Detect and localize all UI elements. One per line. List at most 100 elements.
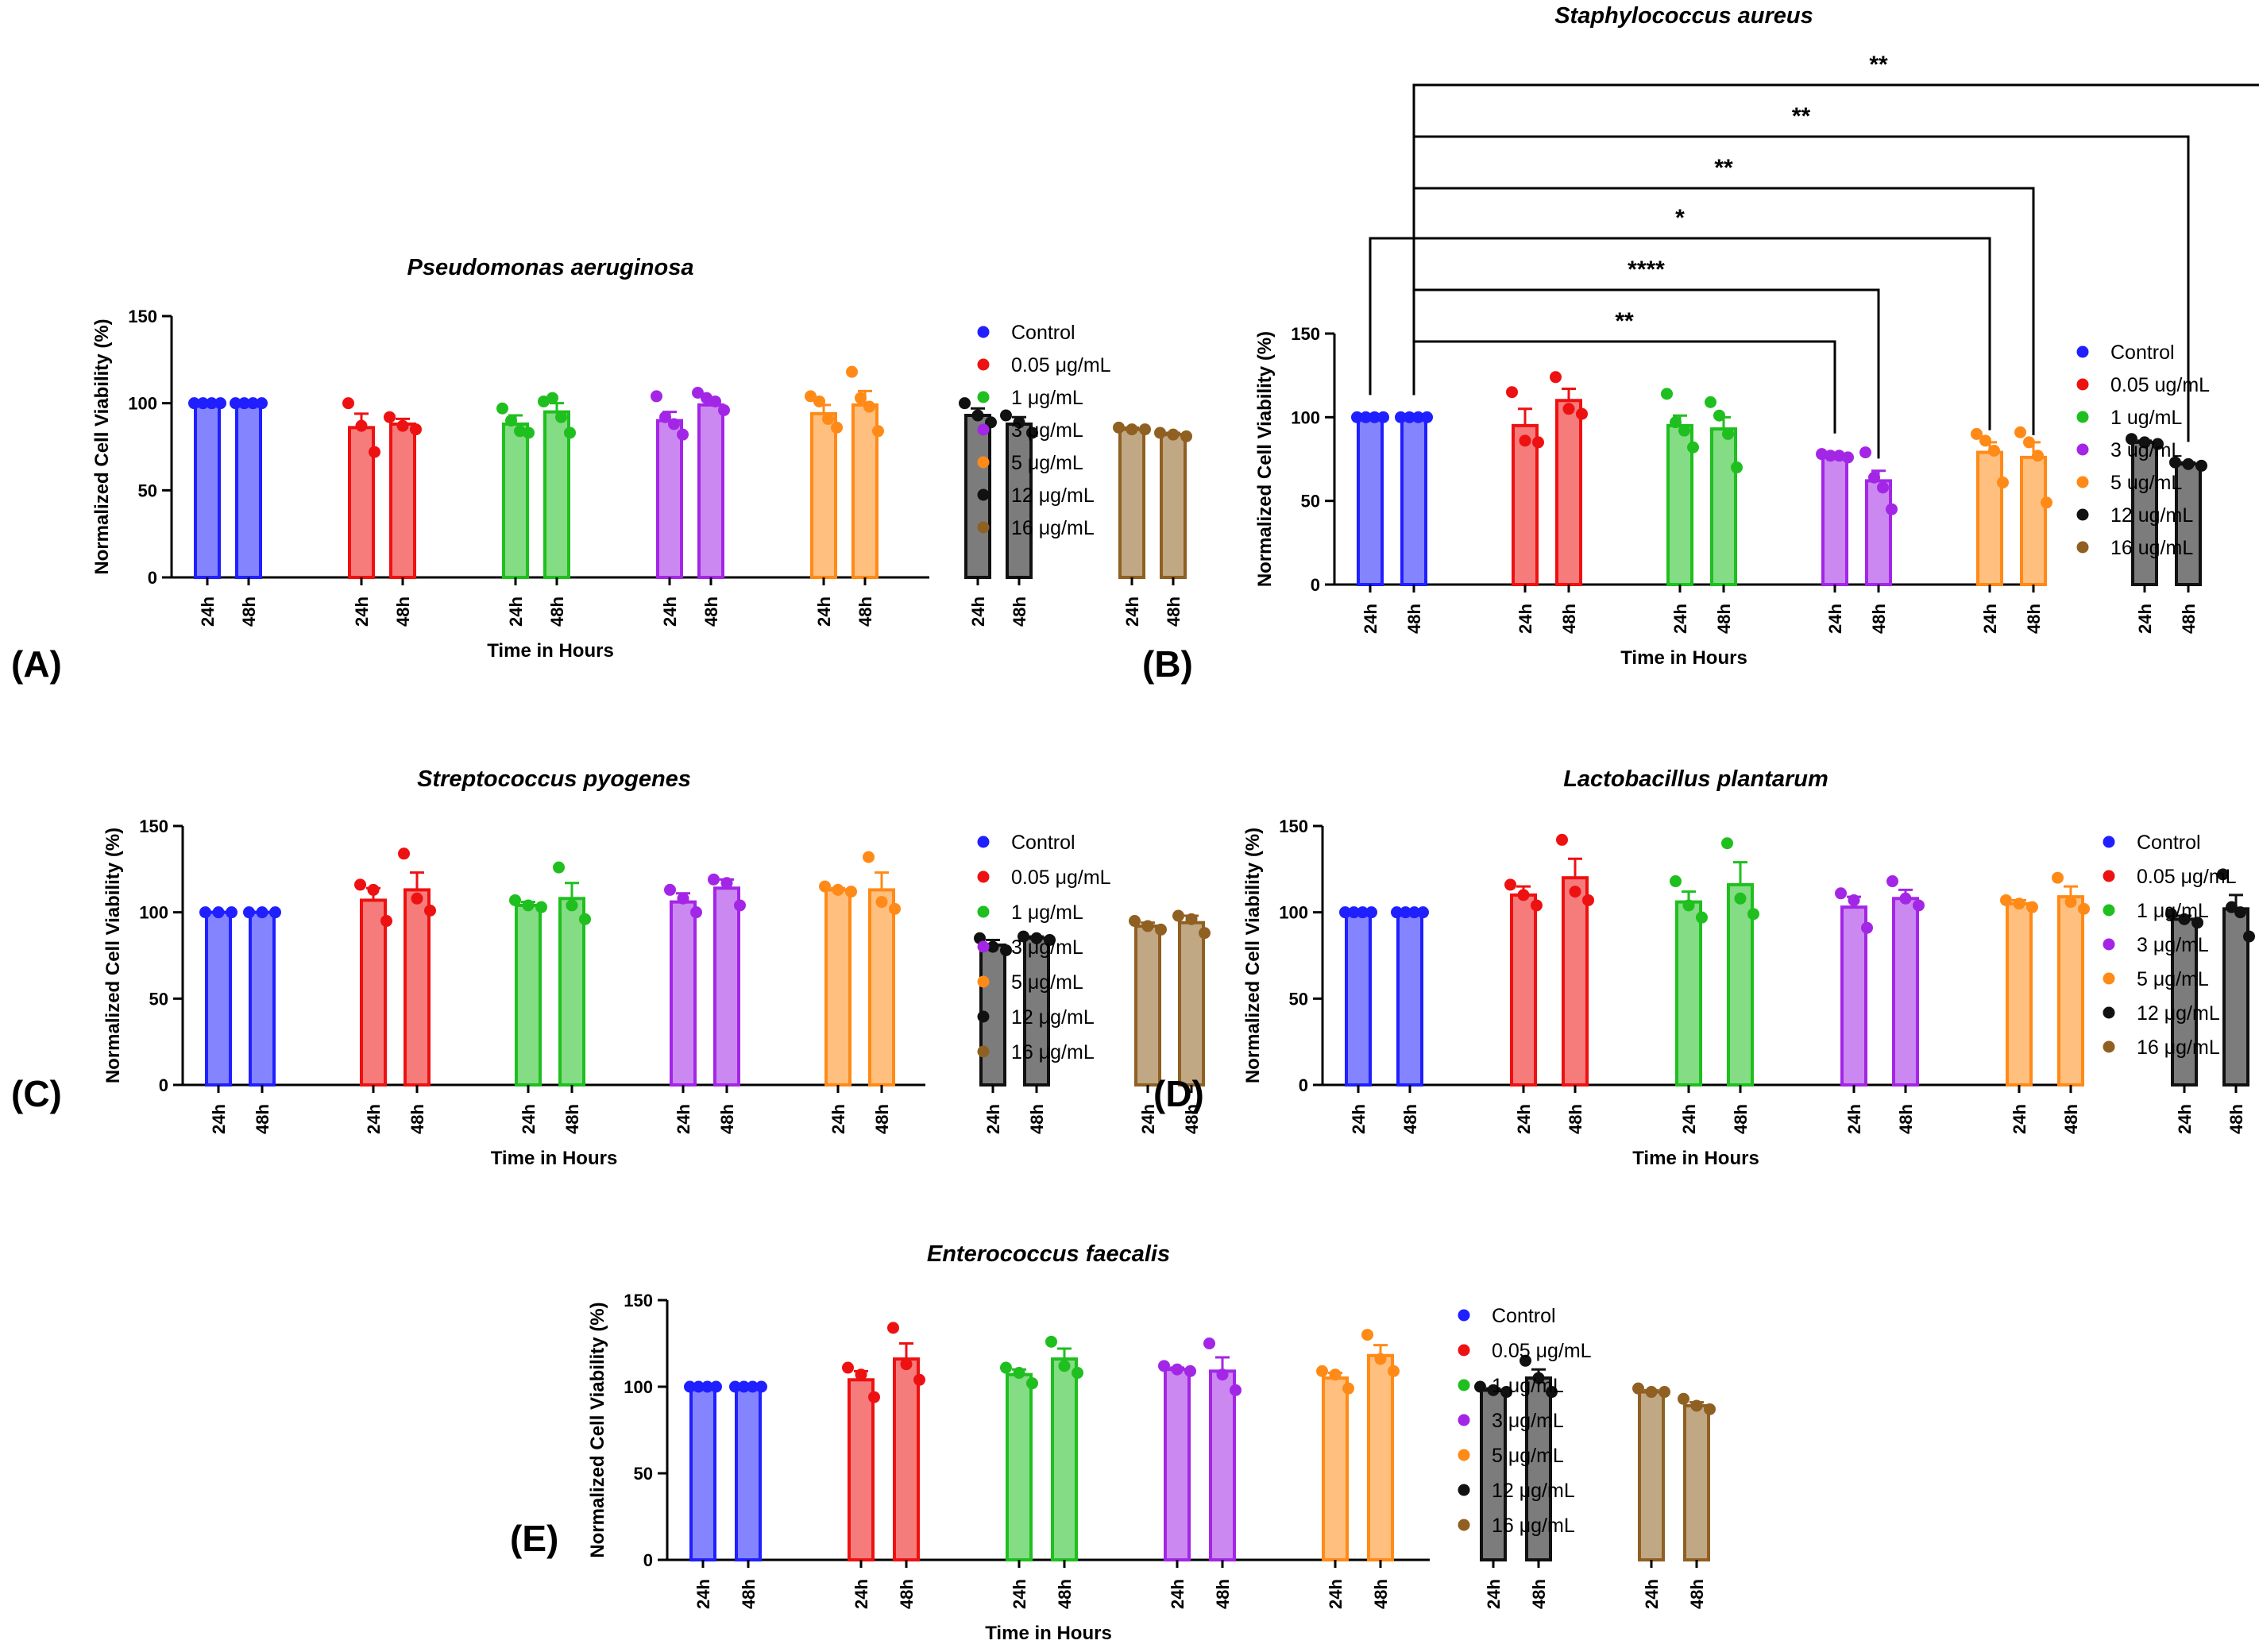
data-point xyxy=(2165,908,2177,921)
data-point xyxy=(1645,1386,1658,1399)
significance-bracket xyxy=(1412,83,2259,396)
x-tick-label: 48h xyxy=(2179,604,2199,634)
y-axis-label: Normalized Cell Viability (%) xyxy=(1254,331,1276,587)
data-point xyxy=(1687,441,1699,454)
legend-label: 16 ug/mL xyxy=(2110,537,2193,559)
data-point xyxy=(1678,1392,1689,1405)
data-point xyxy=(2032,450,2044,462)
y-tick-label: 50 xyxy=(634,1464,653,1484)
bar xyxy=(868,888,895,1087)
x-tick-label: 24h xyxy=(1484,1579,1504,1609)
data-point xyxy=(1825,450,1836,462)
data-point xyxy=(212,906,225,919)
x-tick-label: 24h xyxy=(814,596,834,627)
data-point xyxy=(1713,409,1725,422)
data-point xyxy=(1412,411,1424,423)
x-tick-label: 48h xyxy=(1529,1579,1549,1609)
data-point xyxy=(1139,423,1151,436)
bar xyxy=(2057,895,2084,1087)
bar xyxy=(1178,921,1205,1087)
data-point xyxy=(1988,444,2000,457)
bar xyxy=(2006,901,2033,1087)
data-point xyxy=(1018,930,1029,943)
data-point xyxy=(1045,1335,1057,1348)
x-tick-label: 24h xyxy=(1670,604,1690,634)
chart-title: Pseudomonas aeruginosa xyxy=(407,255,694,280)
significance-bracket xyxy=(1412,288,1880,459)
bar xyxy=(194,401,221,579)
legend-label: Control xyxy=(1492,1305,1556,1327)
data-point xyxy=(734,899,746,912)
data-point xyxy=(1661,388,1673,400)
legend-marker xyxy=(1458,1379,1470,1391)
x-tick-label: 48h xyxy=(562,1104,582,1134)
data-point xyxy=(875,896,888,909)
data-point xyxy=(872,425,884,438)
data-point xyxy=(1722,427,1734,440)
x-tick-label: 24h xyxy=(828,1104,848,1134)
x-tick-label: 24h xyxy=(693,1579,713,1609)
chart-title: Staphylococcus aureus xyxy=(1554,3,1813,29)
legend-marker xyxy=(2103,870,2115,882)
data-point xyxy=(900,1358,913,1371)
data-point xyxy=(243,906,255,919)
x-axis-label: Time in Hours xyxy=(487,640,614,662)
legend-label: 1 ug/mL xyxy=(2110,407,2182,429)
data-point xyxy=(1704,1403,1716,1415)
bar xyxy=(1160,433,1187,579)
x-tick-label: 48h xyxy=(1731,1104,1751,1134)
x-tick-label: 48h xyxy=(1182,1104,1202,1134)
data-point xyxy=(199,906,211,919)
data-point xyxy=(2041,496,2052,509)
data-point xyxy=(1044,933,1056,946)
data-point xyxy=(708,873,720,886)
data-point xyxy=(1171,1363,1184,1376)
x-tick-label: 48h xyxy=(239,596,259,627)
legend-marker xyxy=(977,1045,990,1058)
data-point xyxy=(1520,1354,1531,1367)
legend-marker xyxy=(2103,1006,2115,1019)
data-point xyxy=(1377,411,1389,423)
data-point xyxy=(553,861,565,874)
data-point xyxy=(1172,909,1184,922)
chart-title: Lactobacillus plantarum xyxy=(1563,766,1828,792)
data-point xyxy=(214,397,226,410)
bar xyxy=(1821,454,1848,587)
x-tick-label: 24h xyxy=(674,1104,693,1134)
legend-label: 16 μg/mL xyxy=(2137,1036,2220,1059)
panel-a: Pseudomonas aeruginosa 0 50 100 150 Normalize… xyxy=(11,255,1192,685)
legend-label: 16 μg/mL xyxy=(1011,517,1095,539)
bar xyxy=(2020,455,2047,586)
bar xyxy=(735,1385,762,1561)
x-tick-label: 48h xyxy=(1566,1104,1585,1134)
data-point xyxy=(2138,436,2151,449)
data-point xyxy=(718,403,730,416)
legend-marker xyxy=(1458,1519,1470,1531)
legend-marker xyxy=(1458,1344,1470,1357)
data-point xyxy=(1026,1377,1038,1390)
bar xyxy=(1006,1372,1033,1561)
data-point xyxy=(1532,436,1544,449)
data-point xyxy=(1979,434,1991,447)
data-point xyxy=(651,390,662,403)
data-point xyxy=(2195,459,2207,472)
data-point xyxy=(496,402,508,415)
panel-label: (E) xyxy=(510,1518,558,1559)
bar xyxy=(1357,415,1384,586)
legend-marker xyxy=(977,391,990,403)
data-point xyxy=(410,423,422,436)
bar xyxy=(205,910,232,1087)
data-point xyxy=(256,906,268,919)
bar xyxy=(502,422,529,580)
legend-label: 0.05 μg/mL xyxy=(1011,867,1111,889)
data-point xyxy=(369,446,380,458)
data-point xyxy=(1421,411,1433,423)
data-point xyxy=(1859,446,1871,459)
x-tick-label: 24h xyxy=(1361,604,1380,634)
data-point xyxy=(1504,878,1516,891)
data-point xyxy=(2191,917,2203,929)
data-point xyxy=(2226,901,2238,913)
data-point xyxy=(522,899,535,912)
x-tick-label: 48h xyxy=(1371,1579,1391,1609)
data-point xyxy=(2013,897,2025,910)
